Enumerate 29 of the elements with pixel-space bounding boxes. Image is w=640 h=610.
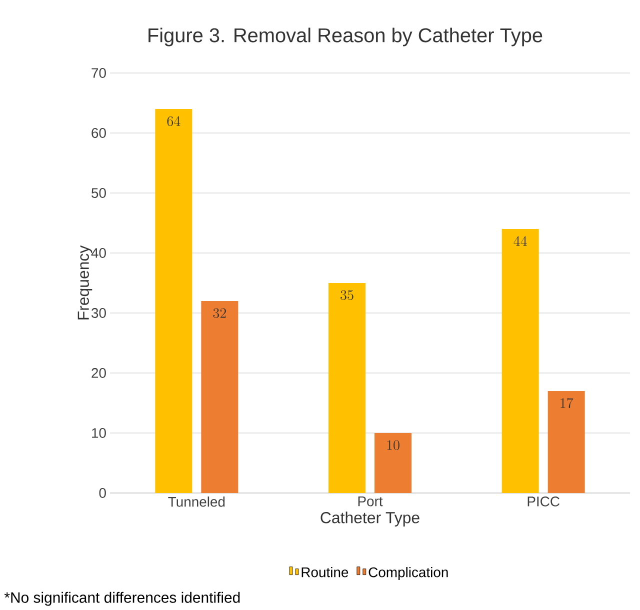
data-label: 32 <box>213 308 226 318</box>
bar <box>374 433 412 493</box>
x-axis-title: Catheter Type <box>320 512 420 526</box>
y-tick-label: 30 <box>92 308 106 318</box>
chart-title: Figure 3. Removal Reason by Catheter Type <box>148 28 542 46</box>
y-tick-label: 70 <box>92 68 106 78</box>
bar <box>548 391 585 493</box>
data-label: 35 <box>340 290 354 300</box>
y-tick-label: 50 <box>92 188 106 198</box>
x-tick-label: PICC <box>528 496 560 506</box>
bar <box>502 228 539 493</box>
data-label: 10 <box>387 440 400 450</box>
y-tick-label: 0 <box>99 488 106 498</box>
data-label: 44 <box>514 236 527 246</box>
bar <box>155 108 192 493</box>
x-tick-label: Tunneled <box>168 496 225 507</box>
y-tick-label: 40 <box>91 248 106 258</box>
y-tick-label: 10 <box>92 428 106 438</box>
y-tick-label: 60 <box>92 128 106 138</box>
legend-label: Routine <box>302 567 348 578</box>
data-label: 17 <box>560 398 574 408</box>
y-axis-title: Frequency <box>78 245 92 320</box>
x-tick-label: Port <box>358 496 383 506</box>
y-tick-label: 20 <box>92 368 106 378</box>
data-label: 64 <box>167 116 180 126</box>
bar <box>328 282 366 493</box>
legend-label: Complication <box>368 567 448 580</box>
bar <box>201 300 238 493</box>
text: *No significant differences identified <box>4 592 240 606</box>
